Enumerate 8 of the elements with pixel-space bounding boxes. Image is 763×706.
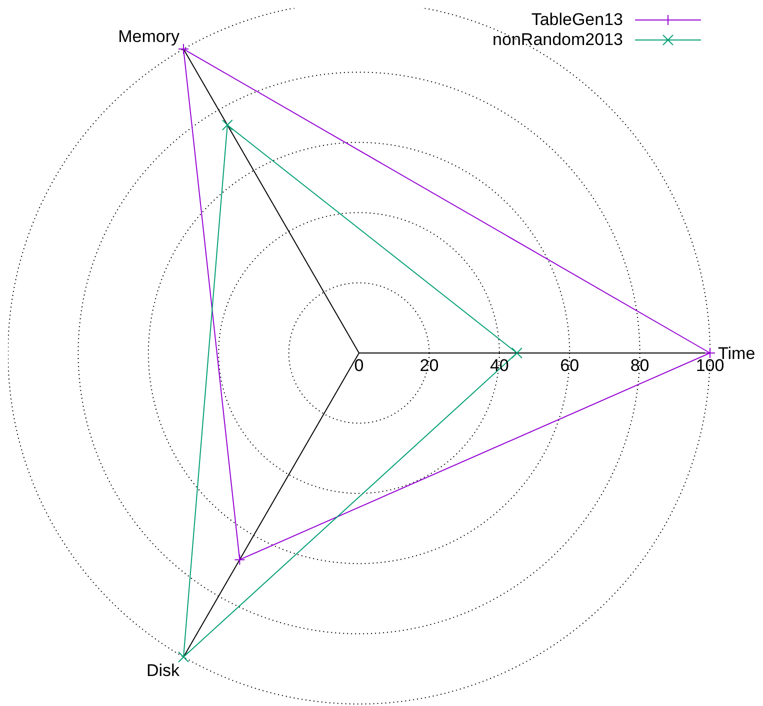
y-tick-label: 0 — [354, 356, 364, 375]
y-tick-label: 80 — [630, 356, 650, 375]
y-tick-label: 20 — [420, 356, 439, 375]
spoke-label: Memory — [118, 27, 180, 46]
legend-label: nonRandom2013 — [492, 30, 623, 50]
spoke-label: Disk — [146, 660, 180, 680]
y-tick-label: 60 — [560, 356, 580, 375]
legend-label: TableGen13 — [531, 10, 623, 30]
